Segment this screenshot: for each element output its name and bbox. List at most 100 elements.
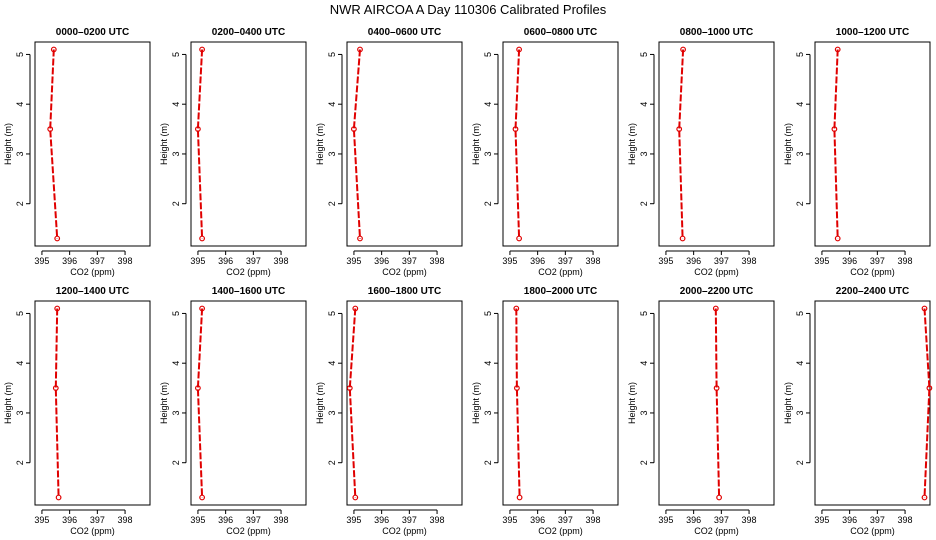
x-tick-label: 398 [430, 515, 445, 525]
x-tick-label: 398 [586, 515, 601, 525]
profile-line [714, 308, 721, 498]
profile-line [196, 49, 204, 239]
data-point [921, 494, 928, 501]
data-point [47, 126, 54, 133]
x-tick-label: 397 [558, 256, 573, 266]
y-tick-label: 4 [795, 361, 805, 366]
y-tick-label: 2 [483, 460, 493, 465]
x-axis-label: CO2 (ppm) [226, 267, 271, 277]
plot-frame [502, 300, 619, 506]
data-point [357, 235, 363, 242]
y-tick-label: 4 [483, 102, 493, 107]
data-point [834, 46, 841, 53]
y-tick-label: 4 [171, 102, 181, 107]
x-tick-label: 395 [658, 256, 673, 266]
x-tick-label: 396 [62, 515, 77, 525]
x-tick-label: 398 [430, 256, 445, 266]
plot-frame [190, 41, 307, 247]
y-tick-label: 5 [171, 311, 181, 316]
y-axis-label: Height (m) [159, 382, 169, 424]
x-tick-label: 396 [374, 515, 389, 525]
x-tick-label: 396 [218, 515, 233, 525]
y-tick-label: 2 [327, 460, 337, 465]
y-tick-label: 3 [171, 410, 181, 415]
x-tick-label: 397 [90, 256, 105, 266]
x-axis-label: CO2 (ppm) [694, 526, 739, 536]
y-tick-label: 3 [327, 151, 337, 156]
y-tick-label: 5 [795, 311, 805, 316]
panel-title: 0800–1000 UTC [680, 27, 753, 38]
data-point [351, 126, 357, 133]
y-tick-label: 2 [15, 460, 25, 465]
panel-title: 2000–2200 UTC [680, 286, 753, 297]
data-point [352, 305, 359, 312]
x-tick-label: 395 [34, 256, 49, 266]
x-tick-label: 397 [870, 256, 885, 266]
data-point [713, 385, 720, 392]
x-tick-label: 395 [346, 256, 361, 266]
y-tick-label: 4 [327, 361, 337, 366]
y-tick-label: 2 [795, 201, 805, 206]
data-point [512, 126, 519, 133]
y-axis-label: Height (m) [627, 382, 637, 424]
data-point [357, 46, 363, 53]
y-axis-label: Height (m) [315, 123, 325, 165]
y-tick-label: 4 [639, 102, 649, 107]
y-tick-label: 3 [795, 410, 805, 415]
y-axis-label: Height (m) [471, 382, 481, 424]
x-tick-label: 398 [586, 256, 601, 266]
profile-line [515, 308, 521, 498]
y-axis-label: Height (m) [627, 123, 637, 165]
y-tick-label: 3 [483, 151, 493, 156]
x-tick-label: 396 [842, 256, 857, 266]
y-tick-label: 3 [483, 410, 493, 415]
panel-title: 1000–1200 UTC [836, 27, 909, 38]
y-tick-label: 3 [327, 410, 337, 415]
x-axis-label: CO2 (ppm) [538, 267, 583, 277]
data-point [716, 494, 722, 501]
data-point [516, 494, 523, 501]
plot-frame [346, 41, 463, 247]
x-tick-label: 398 [118, 256, 133, 266]
data-point [199, 46, 206, 53]
y-tick-label: 5 [483, 52, 493, 57]
data-point [199, 235, 206, 242]
data-point [834, 235, 841, 242]
x-tick-label: 396 [686, 515, 701, 525]
y-tick-label: 2 [171, 460, 181, 465]
data-point [194, 126, 201, 133]
y-tick-label: 5 [15, 311, 25, 316]
plot-frame [34, 41, 151, 247]
panel-title: 1600–1800 UTC [368, 286, 441, 297]
data-point [516, 235, 522, 242]
x-tick-label: 396 [686, 256, 701, 266]
y-tick-label: 3 [15, 151, 25, 156]
x-axis-label: CO2 (ppm) [70, 526, 115, 536]
plot-frame [34, 300, 151, 506]
y-tick-label: 5 [15, 52, 25, 57]
data-point [55, 494, 62, 501]
data-point [199, 494, 206, 501]
x-tick-label: 396 [530, 256, 545, 266]
x-tick-label: 397 [714, 256, 729, 266]
data-point [831, 126, 838, 133]
x-tick-label: 398 [898, 256, 913, 266]
profile-line [348, 308, 357, 498]
profile-line [678, 49, 685, 239]
data-point [516, 46, 522, 53]
y-tick-label: 5 [483, 311, 493, 316]
panel-title: 1400–1600 UTC [212, 286, 285, 297]
x-tick-label: 395 [190, 515, 205, 525]
data-point [676, 126, 683, 133]
profile-line [54, 308, 60, 498]
y-tick-label: 5 [327, 311, 337, 316]
y-tick-label: 3 [171, 151, 181, 156]
